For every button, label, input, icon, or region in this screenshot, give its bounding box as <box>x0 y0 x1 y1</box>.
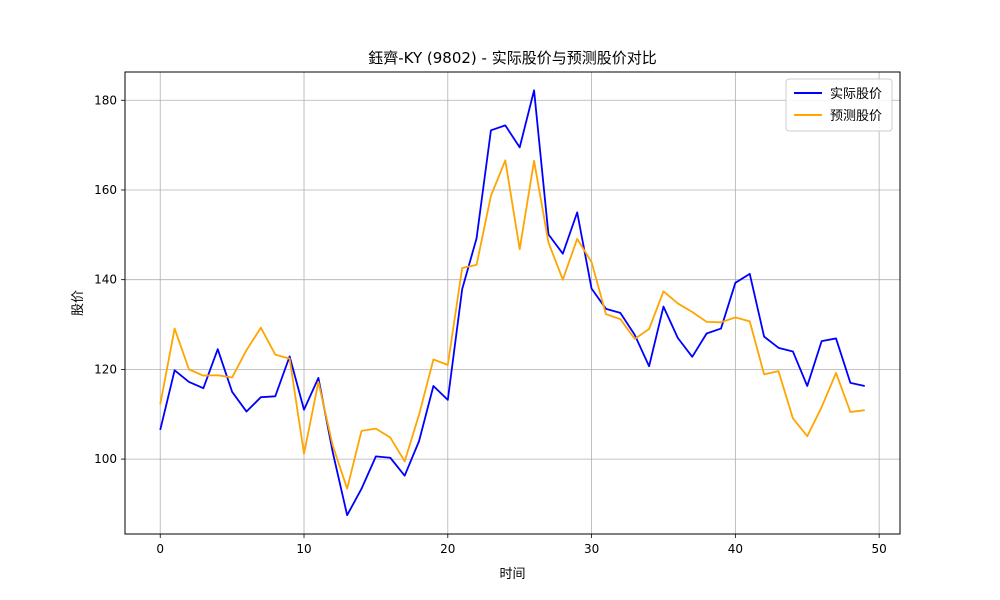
ticks-layer: 0 10 20 30 40 50 100 120 140 160 180 <box>94 93 887 556</box>
series-layer <box>159 89 865 517</box>
legend: 实际股价 预测股价 <box>785 78 893 132</box>
x-axis-title: 时间 <box>499 567 525 582</box>
x-tick-label: 50 <box>872 542 887 556</box>
actual-price-line <box>159 89 865 517</box>
y-axis-title: 股价 <box>71 290 86 316</box>
predicted-price-line <box>159 159 865 490</box>
x-tick-label: 0 <box>156 542 164 556</box>
x-tick-label: 30 <box>584 542 599 556</box>
legend-label-actual: 实际股价 <box>830 87 882 102</box>
y-tick-label: 140 <box>94 273 117 287</box>
y-tick-label: 160 <box>94 183 117 197</box>
y-tick-label: 180 <box>94 93 117 107</box>
x-tick-label: 40 <box>728 542 743 556</box>
chart-title: 鈺齊-KY (9802) - 实际股价与预测股价对比 <box>368 49 656 67</box>
x-tick-label: 10 <box>296 542 311 556</box>
plot-area-frame <box>124 71 901 535</box>
legend-label-predicted: 预测股价 <box>830 109 882 124</box>
x-tick-label: 20 <box>440 542 455 556</box>
y-tick-label: 120 <box>94 362 117 376</box>
grid-layer <box>125 72 900 534</box>
y-tick-label: 100 <box>94 452 117 466</box>
